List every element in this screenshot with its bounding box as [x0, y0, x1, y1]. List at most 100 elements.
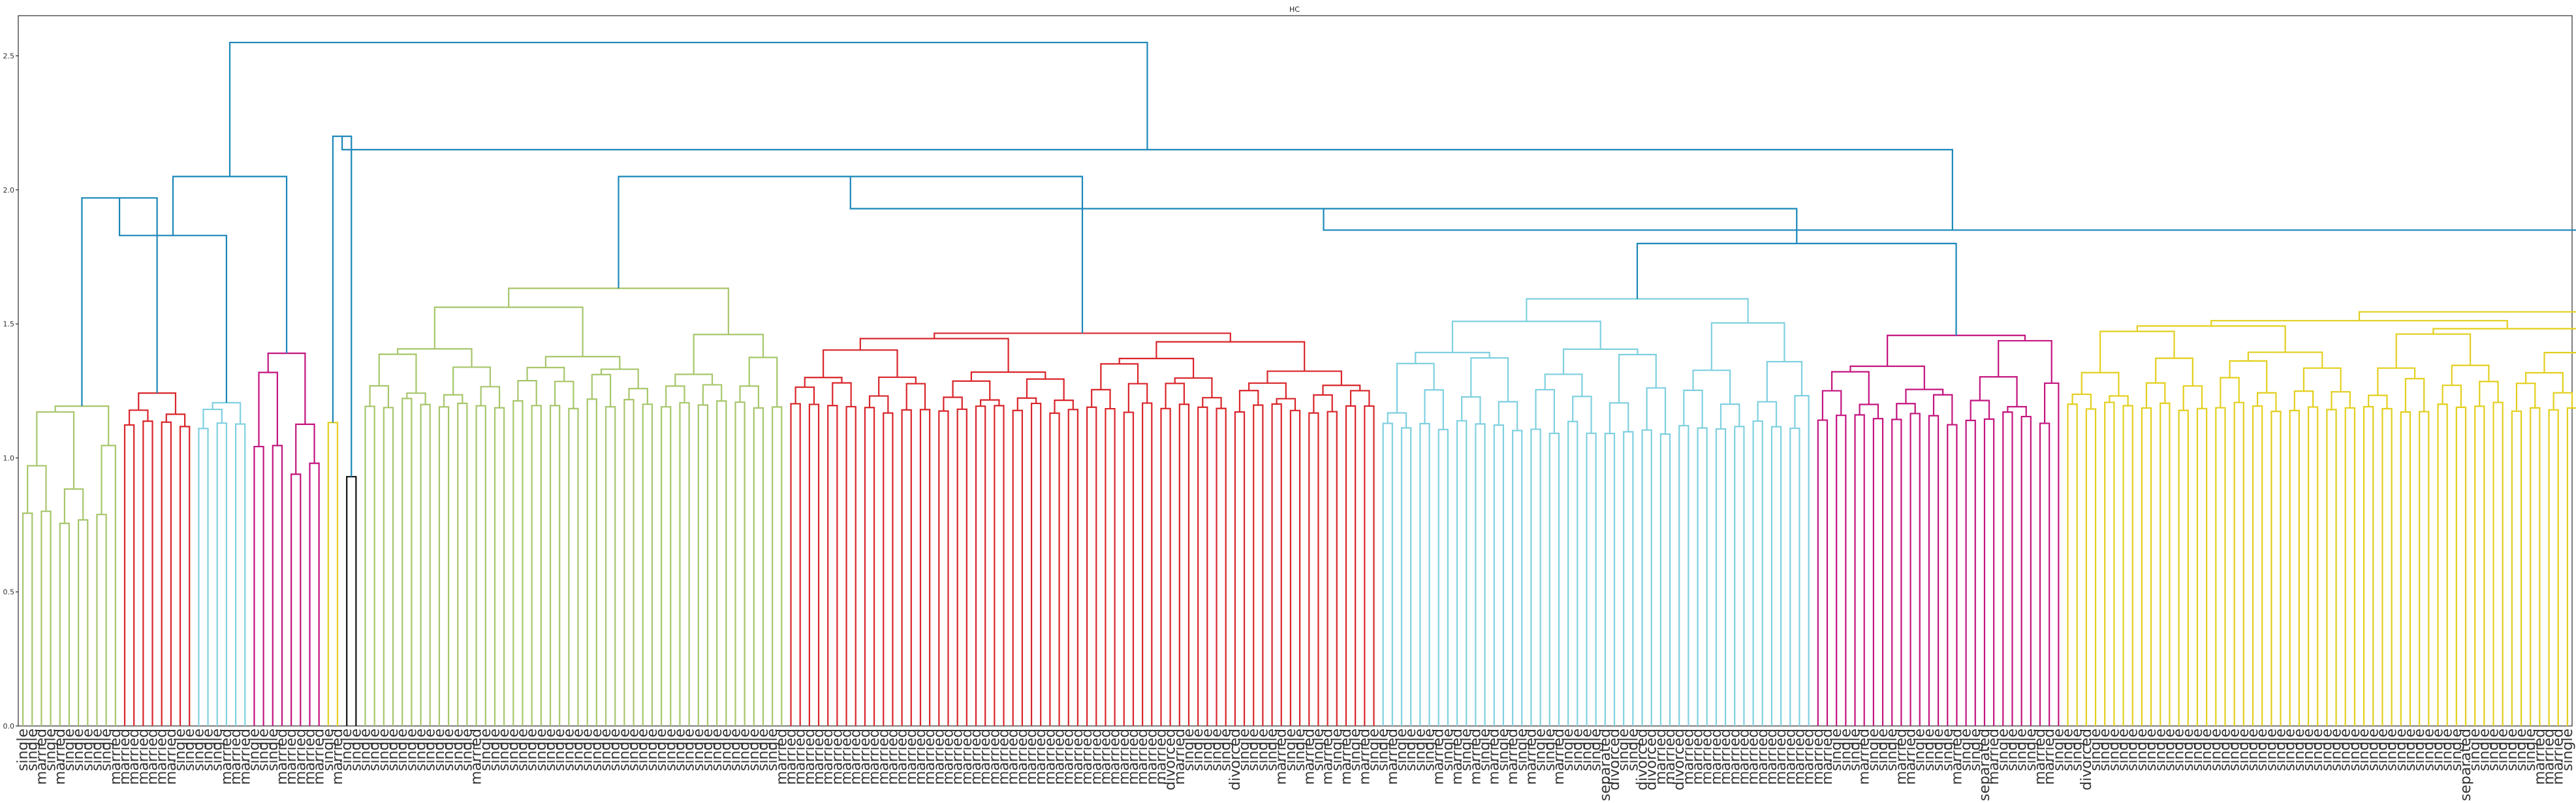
dendrogram-link — [1308, 412, 1319, 726]
leaf-label: married — [1042, 729, 1058, 785]
leaf-label: married — [283, 729, 300, 785]
dendrogram-link — [665, 385, 685, 407]
leaf-label: single — [2217, 729, 2233, 771]
dendrogram-link — [1905, 388, 1944, 404]
dendrogram-link — [1216, 407, 1227, 726]
dendrogram-link — [952, 380, 991, 400]
dendrogram-link — [1854, 414, 1865, 726]
leaf-label: single — [505, 729, 522, 771]
leaf-label: married — [1551, 729, 1567, 785]
dendrogram-link — [2210, 320, 2508, 329]
leaf-label: single — [1199, 729, 1216, 771]
leaf-label: married — [931, 729, 947, 785]
dendrogram-link — [544, 356, 621, 370]
dendrogram-link — [212, 402, 242, 424]
dendrogram-link — [1165, 383, 1186, 409]
leaf-label: single — [1533, 729, 1549, 771]
dendrogram-link — [2270, 411, 2282, 726]
leaf-label: single — [348, 729, 364, 771]
dendrogram-link — [827, 405, 838, 726]
dendrogram-link — [1202, 397, 1222, 409]
leaf-label: married — [1764, 729, 1780, 785]
leaf-label: married — [793, 729, 809, 785]
leaf-label: single — [598, 729, 614, 771]
y-tick-label: 0.5 — [3, 588, 15, 597]
leaf-label: married — [1949, 729, 1965, 785]
leaf-label: single — [2116, 729, 2132, 771]
leaf-label: single — [2050, 729, 2067, 771]
y-axis: 0.0 0.5 1.0 1.5 2.0 2.5 — [3, 52, 18, 731]
leaf-label: married — [1680, 729, 1697, 785]
leaf-label: married — [302, 729, 318, 785]
leaf-label: married — [1014, 729, 1031, 785]
leaf-label: single — [1440, 729, 1456, 771]
leaf-label: married — [829, 729, 845, 785]
dendrogram-link — [1016, 397, 1037, 411]
dendrogram-link — [22, 512, 33, 726]
leaf-label: single — [2310, 729, 2326, 771]
dendrogram-link — [1174, 377, 1213, 398]
dendrogram-link — [267, 353, 306, 424]
leaf-label: single — [1940, 729, 1956, 771]
leaf-label: married — [996, 729, 1013, 785]
dendrogram-link — [2289, 409, 2300, 726]
dendrogram-link — [2247, 351, 2323, 368]
leaf-label: single — [339, 729, 355, 771]
leaf-label: married — [1125, 729, 1142, 785]
leaf-label: single — [1477, 729, 1494, 771]
dendrogram-link — [2020, 415, 2032, 726]
dendrogram-link — [1830, 371, 1870, 405]
leaf-label: single — [71, 729, 87, 771]
dendrogram-link — [364, 405, 375, 726]
leaf-label: single — [1569, 729, 1586, 771]
leaf-label: single — [691, 729, 707, 771]
dendrogram-link — [1928, 415, 1940, 726]
dendrogram-link — [443, 394, 463, 407]
leaf-label: single — [43, 729, 59, 771]
dendrogram-link — [1349, 390, 1370, 407]
leaf-label: single — [2513, 729, 2530, 771]
dendrogram-link — [2344, 407, 2356, 726]
dendrogram-link — [1030, 402, 1042, 726]
dendrogram-link — [919, 409, 931, 726]
leaf-label: single — [2004, 729, 2020, 771]
leaf-label: single — [2504, 729, 2521, 771]
dendrogram-link — [1026, 378, 1065, 401]
leaf-label: single — [2171, 729, 2188, 771]
leaf-label: married — [1986, 729, 2002, 785]
leaf-label: divorced — [1671, 729, 1688, 791]
leaf-label: single — [478, 729, 494, 771]
leaf-label: single — [653, 729, 670, 771]
leaf-label: single — [256, 729, 272, 771]
dendrogram-link — [1618, 354, 1657, 403]
y-tick-label: 0.0 — [3, 722, 15, 731]
leaf-label: single — [2347, 729, 2363, 771]
dendrogram-link — [1155, 341, 1306, 371]
leaf-label: single — [441, 729, 457, 771]
dendrogram-link — [693, 334, 764, 375]
dendrogram-link — [628, 388, 648, 405]
leaf-label: single — [644, 729, 661, 771]
dendrogram-link — [2566, 407, 2576, 726]
leaf-label: married — [1116, 729, 1133, 785]
dendrogram-link — [165, 413, 186, 427]
dendrogram-link — [1697, 427, 1708, 726]
leaf-label: married — [1662, 729, 1678, 785]
dendrogram-link — [1909, 413, 1921, 726]
dendrogram-link — [1789, 427, 1800, 726]
dendrogram-link — [1567, 420, 1579, 726]
leaf-label: single — [413, 729, 430, 771]
dendrogram-link — [452, 366, 491, 395]
leaf-label: single — [2152, 729, 2169, 771]
leaf-label: single — [1588, 729, 1605, 771]
dendrogram-link — [2039, 422, 2050, 726]
dendrogram-link — [1932, 394, 1953, 425]
leaf-label: married — [866, 729, 883, 785]
leaf-label: married — [1024, 729, 1040, 785]
dendrogram-link — [1562, 348, 1639, 375]
dendrogram-link — [401, 398, 413, 726]
dendrogram-link — [1364, 405, 1375, 726]
leaf-label: divorced — [1163, 729, 1179, 791]
dendrogram-link — [142, 420, 153, 726]
leaf-label: single — [1921, 729, 1938, 771]
